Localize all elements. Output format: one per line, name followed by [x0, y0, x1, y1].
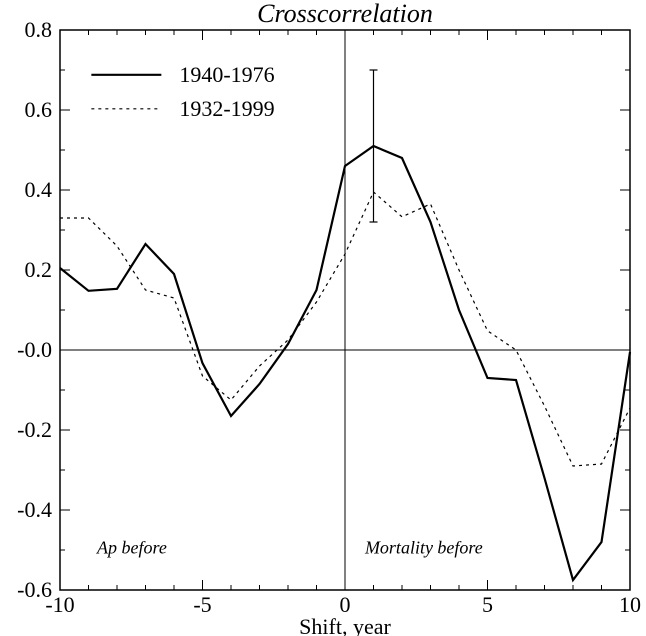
y-tick-label: -0.2 — [17, 417, 52, 442]
y-tick-label: -0.6 — [17, 577, 52, 602]
x-tick-label: 5 — [482, 592, 493, 617]
inline-label: Ap before — [96, 538, 167, 558]
y-tick-label: -0.0 — [17, 337, 52, 362]
y-tick-label: -0.4 — [17, 497, 52, 522]
x-tick-label: 10 — [619, 592, 641, 617]
x-tick-label: -5 — [193, 592, 211, 617]
y-tick-label: 0.8 — [25, 17, 53, 42]
chart-svg: Crosscorrelation-10-50510-0.6-0.4-0.2-0.… — [0, 0, 646, 636]
x-axis-label: Shift, year — [299, 614, 391, 636]
y-tick-label: 0.2 — [25, 257, 53, 282]
y-tick-label: 0.6 — [25, 97, 53, 122]
inline-label: Mortality before — [364, 538, 483, 558]
y-tick-label: 0.4 — [25, 177, 53, 202]
chart-title: Crosscorrelation — [257, 0, 433, 28]
legend-label: 1932-1999 — [179, 96, 274, 121]
chart-container: Crosscorrelation-10-50510-0.6-0.4-0.2-0.… — [0, 0, 646, 636]
legend-label: 1940-1976 — [179, 62, 274, 87]
